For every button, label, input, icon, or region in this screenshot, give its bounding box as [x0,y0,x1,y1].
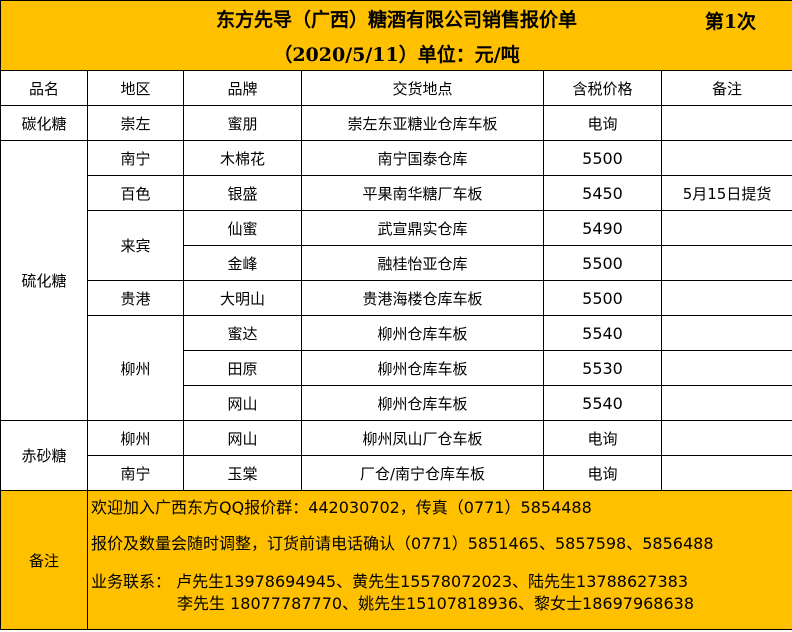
brand: 大明山 [183,280,302,316]
price: 5500 [543,280,662,316]
price: 电询 [543,420,662,456]
product: 赤砂糖 [0,420,88,491]
region: 来宾 [87,210,184,281]
table-row: 网山 柳州仓库车板 5540 [1,385,792,421]
price: 电询 [543,455,662,491]
product: 碳化糖 [0,105,88,141]
product: 硫化糖 [0,140,88,421]
region: 柳州 [87,420,184,456]
location: 崇左东亚糖业仓库车板 [301,105,544,141]
brand: 玉棠 [183,455,302,491]
region: 贵港 [87,280,184,316]
note [660,210,792,246]
table-row: 柳州 蜜达 柳州仓库车板 5540 [1,315,792,421]
brand: 田原 [183,350,302,386]
table-row: 金峰 融桂怡亚仓库 5500 [1,245,792,281]
note [660,420,792,456]
brand: 金峰 [183,245,302,281]
notes-line-contacts: 业务联系： 卢先生13978694945、黄先生15578072023、陆先生1… [91,572,689,591]
region: 柳州 [87,315,184,421]
region: 崇左 [87,105,184,141]
note [660,140,792,176]
header-brand: 品牌 [183,70,302,106]
note [660,385,792,421]
table-row: 来宾 仙蜜 武宣鼎实仓库 5490 [1,210,792,281]
note [660,350,792,386]
brand: 网山 [183,385,302,421]
location: 融桂怡亚仓库 [301,245,544,281]
region: 百色 [87,175,184,211]
header-note: 备注 [660,70,792,106]
price: 5450 [543,175,662,211]
table-row: 田原 柳州仓库车板 5530 [1,350,792,386]
location: 柳州仓库车板 [301,385,544,421]
brand: 网山 [183,420,302,456]
location: 贵港海楼仓库车板 [301,280,544,316]
note [660,455,792,491]
notes-content: 欢迎加入广西东方QQ报价群：442030702，传真（0771）5854488 … [86,490,792,630]
note: 5月15日提货 [660,175,792,211]
location: 平果南华糖厂车板 [301,175,544,211]
subtitle: （2020/5/11）单位：元/吨 [0,36,792,71]
price: 5540 [543,385,662,421]
notes-line-qq: 欢迎加入广西东方QQ报价群：442030702，传真（0771）5854488 [91,498,592,517]
price: 5500 [543,140,662,176]
location: 厂仓/南宁仓库车板 [301,455,544,491]
header-row: 品名 地区 品牌 交货地点 含税价格 备注 [0,70,792,106]
table-row: 硫化糖 南宁 木棉花 南宁国泰仓库 5500 [0,140,792,421]
note [660,245,792,281]
brand: 银盛 [183,175,302,211]
table-row: 百色 银盛 平果南华糖厂车板 5450 5月15日提货 [1,175,792,211]
table-row: 南宁 玉棠 厂仓/南宁仓库车板 电询 [1,455,792,491]
location: 柳州仓库车板 [301,350,544,386]
table-row: 贵港 大明山 贵港海楼仓库车板 5500 [1,280,792,316]
region: 南宁 [87,455,184,491]
note [660,315,792,351]
brand: 蜜达 [183,315,302,351]
location: 南宁国泰仓库 [301,140,544,176]
brand: 蜜朋 [183,105,302,141]
price: 5540 [543,315,662,351]
note [660,105,792,141]
price: 5500 [543,245,662,281]
location: 柳州仓库车板 [301,315,544,351]
price: 电询 [543,105,662,141]
issue-number: 第1次 [704,11,757,33]
notes-row: 备注 欢迎加入广西东方QQ报价群：442030702，传真（0771）58544… [0,490,792,630]
table-row: 赤砂糖 柳州 网山 柳州凤山厂仓车板 电询 [0,420,792,491]
header-price: 含税价格 [543,70,662,106]
table-row: 碳化糖 崇左 蜜朋 崇左东亚糖业仓库车板 电询 [0,105,792,141]
header-product: 品名 [0,70,88,106]
header-region: 地区 [87,70,184,106]
location: 柳州凤山厂仓车板 [301,420,544,456]
brand: 仙蜜 [183,210,302,246]
brand: 木棉花 [183,140,302,176]
notes-line-contacts-2: 李先生 18077787770、姚先生15107818936、黎女士186979… [177,594,695,613]
notes-line-confirm: 报价及数量会随时调整，订货前请电话确认（0771）5851465、5857598… [91,534,714,553]
notes-label: 备注 [0,490,88,630]
region: 南宁 [87,140,184,176]
location: 武宣鼎实仓库 [301,210,544,246]
price: 5530 [543,350,662,386]
price: 5490 [543,210,662,246]
title-cell: 东方先导（广西）糖酒有限公司销售报价单 第1次 [0,0,792,36]
title: 东方先导（广西）糖酒有限公司销售报价单 [216,9,578,31]
note [660,280,792,316]
header-location: 交货地点 [301,70,544,106]
